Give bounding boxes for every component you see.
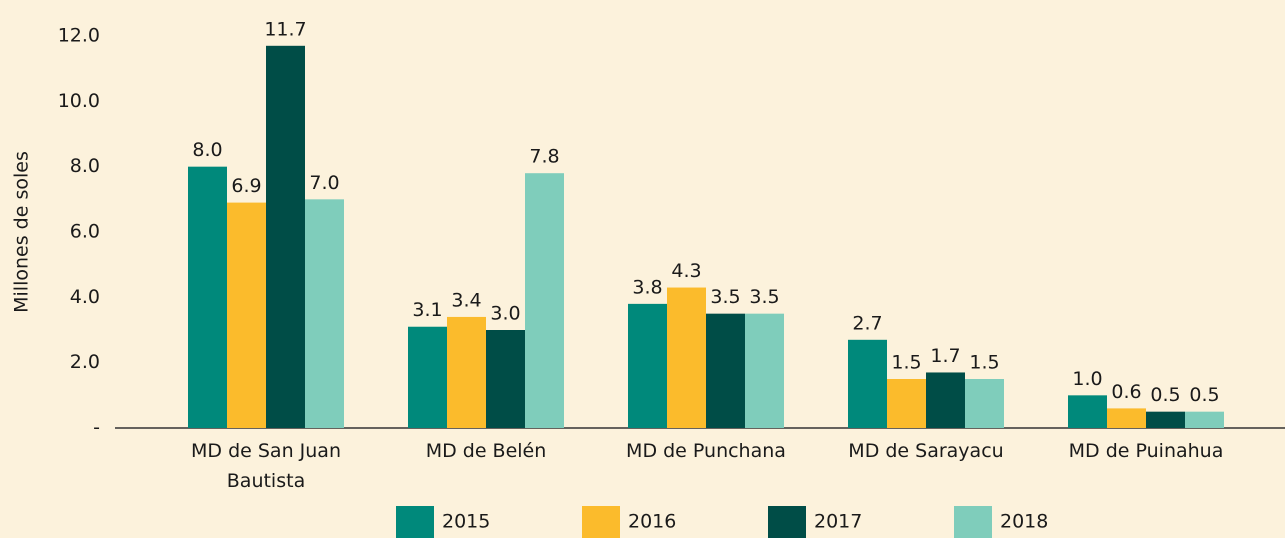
data-label: 2.7 xyxy=(852,312,882,334)
x-tick-label: MD de Puinahua xyxy=(1068,440,1224,462)
bar xyxy=(848,339,887,428)
x-tick-label: MD de San Juan Bautista xyxy=(191,440,341,492)
bar xyxy=(926,372,965,428)
y-tick-label: 6.0 xyxy=(70,221,100,243)
data-label: 3.5 xyxy=(749,286,779,308)
data-label: 3.4 xyxy=(451,289,481,311)
y-tick-label: 8.0 xyxy=(70,155,100,177)
bar xyxy=(1146,411,1185,428)
bar xyxy=(266,45,305,429)
data-label: 8.0 xyxy=(192,139,222,161)
data-label: 6.9 xyxy=(231,175,261,197)
x-tick-label: MD de Sarayacu xyxy=(848,440,1004,462)
data-label: 7.0 xyxy=(309,172,339,194)
x-tick-label: MD de Punchana xyxy=(626,440,786,462)
data-label: 11.7 xyxy=(264,18,306,40)
legend-swatch xyxy=(954,506,992,538)
bar xyxy=(706,313,745,428)
y-tick-label: 4.0 xyxy=(70,286,100,308)
data-label: 0.5 xyxy=(1150,384,1180,406)
bar xyxy=(227,202,266,428)
y-tick-label: 12.0 xyxy=(58,25,100,47)
legend-swatch xyxy=(768,506,806,538)
bar xyxy=(1185,411,1224,428)
data-label: 1.5 xyxy=(891,352,921,374)
data-label: 3.8 xyxy=(632,276,662,298)
legend-swatch xyxy=(582,506,620,538)
legend-label: 2017 xyxy=(814,511,862,533)
data-label: 7.8 xyxy=(529,146,559,168)
data-label: 3.1 xyxy=(412,299,442,321)
bar xyxy=(305,199,344,428)
bar xyxy=(188,166,227,428)
data-label: 3.5 xyxy=(710,286,740,308)
bar xyxy=(447,316,486,428)
legend-label: 2018 xyxy=(1000,511,1048,533)
y-tick-label: 10.0 xyxy=(58,90,100,112)
bar xyxy=(965,379,1004,428)
data-label: 3.0 xyxy=(490,303,520,325)
legend-label: 2015 xyxy=(442,511,490,533)
data-label: 0.5 xyxy=(1189,384,1219,406)
bar xyxy=(667,287,706,428)
bar xyxy=(887,379,926,428)
bar xyxy=(628,303,667,428)
x-tick-label: MD de Belén xyxy=(425,440,547,462)
data-label: 1.0 xyxy=(1072,368,1102,390)
bar xyxy=(486,330,525,428)
bar xyxy=(1107,408,1146,428)
data-label: 0.6 xyxy=(1111,381,1141,403)
bar xyxy=(745,313,784,428)
bar xyxy=(408,326,447,428)
data-label: 1.5 xyxy=(969,352,999,374)
data-label: 1.7 xyxy=(930,345,960,367)
y-tick-label: - xyxy=(93,417,100,439)
data-label: 4.3 xyxy=(671,260,701,282)
bar xyxy=(525,173,564,428)
y-tick-label: 2.0 xyxy=(70,351,100,373)
legend-label: 2016 xyxy=(628,511,676,533)
bar xyxy=(1068,395,1107,428)
y-axis-title: Millones de soles xyxy=(11,151,33,313)
legend-swatch xyxy=(396,506,434,538)
